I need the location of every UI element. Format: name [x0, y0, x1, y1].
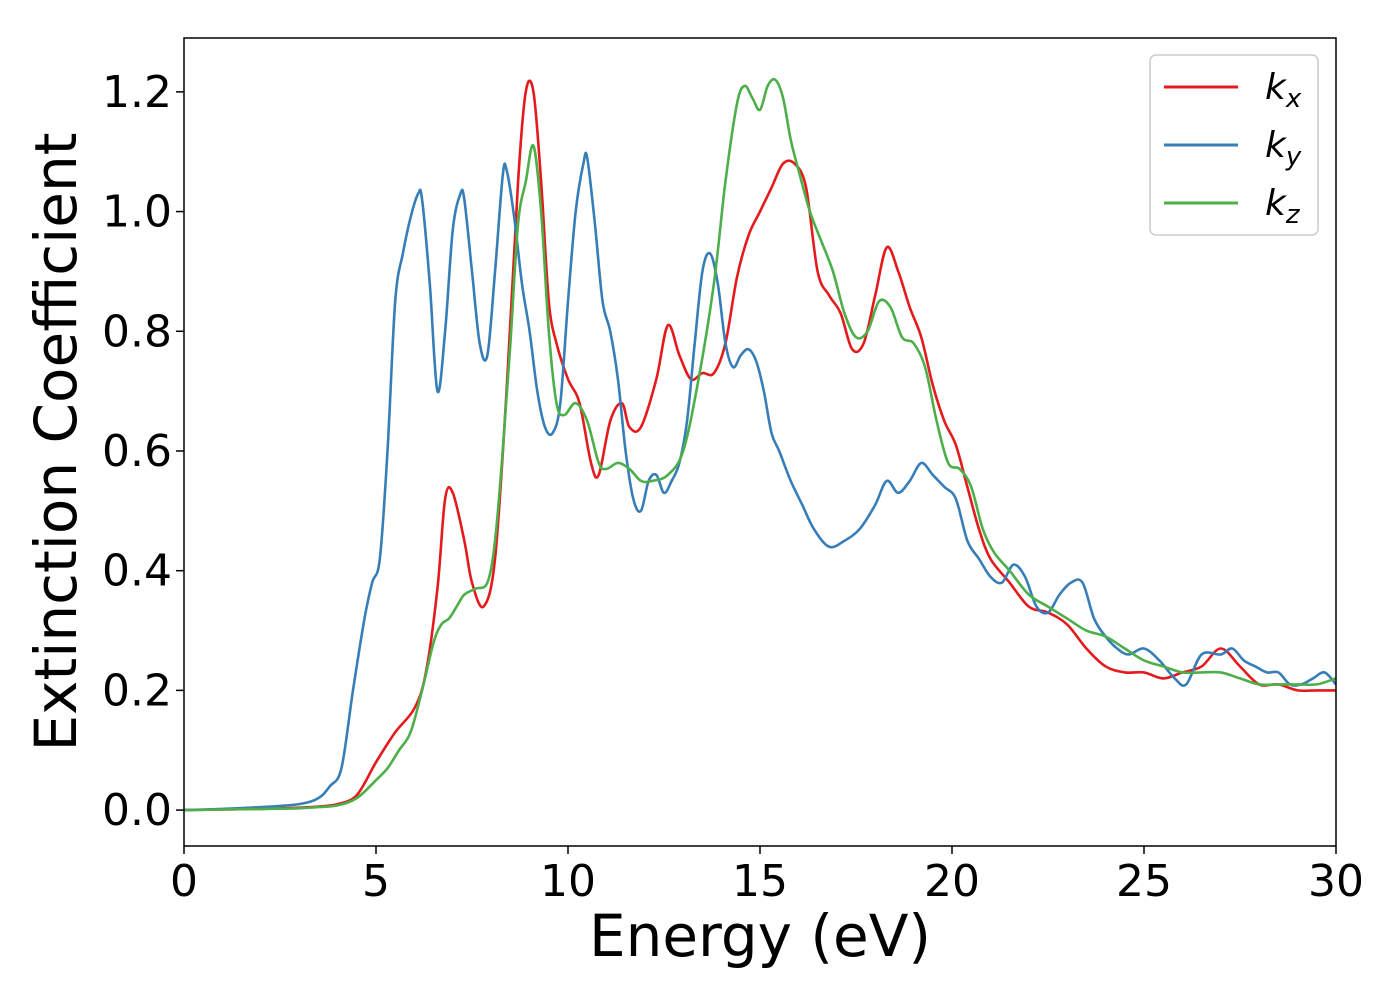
legend-label: kz: [1265, 183, 1301, 230]
x-tick-label: 20: [924, 856, 980, 907]
x-tick-label: 25: [1116, 856, 1172, 907]
y-tick-label: 0.0: [102, 785, 172, 836]
legend-item-ky: ky: [1164, 125, 1302, 172]
legend-label: kx: [1265, 67, 1302, 114]
legend-items: kx ky kz: [1164, 67, 1302, 230]
x-tick-label: 30: [1308, 856, 1364, 907]
series-line-kz: [184, 77, 1336, 812]
y-tick-label: 0.8: [102, 306, 172, 357]
x-tick-label: 10: [540, 856, 596, 907]
legend-item-kz: kz: [1164, 183, 1301, 230]
x-tick-label: 15: [732, 856, 788, 907]
y-tick-label: 0.6: [102, 426, 172, 477]
y-tick-label: 0.4: [102, 546, 172, 597]
x-tick-label: 5: [362, 856, 390, 907]
series-line-ky: [184, 151, 1336, 812]
x-tick-label: 0: [170, 856, 198, 907]
legend-label: ky: [1265, 125, 1302, 172]
series-layer: [184, 77, 1336, 812]
tick-layer: 0 5 10 15 20 25 30 0.0 0.2 0.4 0.6 0.8 1.0 1.2: [102, 67, 1364, 907]
y-tick-label: 1.2: [102, 67, 172, 118]
y-tick-label: 0.2: [102, 665, 172, 716]
x-axis-title: Energy (eV): [589, 902, 931, 970]
legend: kx ky kz: [1149, 54, 1319, 236]
legend-item-kx: kx: [1164, 67, 1302, 114]
y-axis-title: Extinction Coefficient: [22, 133, 90, 752]
y-tick-label: 1.0: [102, 187, 172, 238]
